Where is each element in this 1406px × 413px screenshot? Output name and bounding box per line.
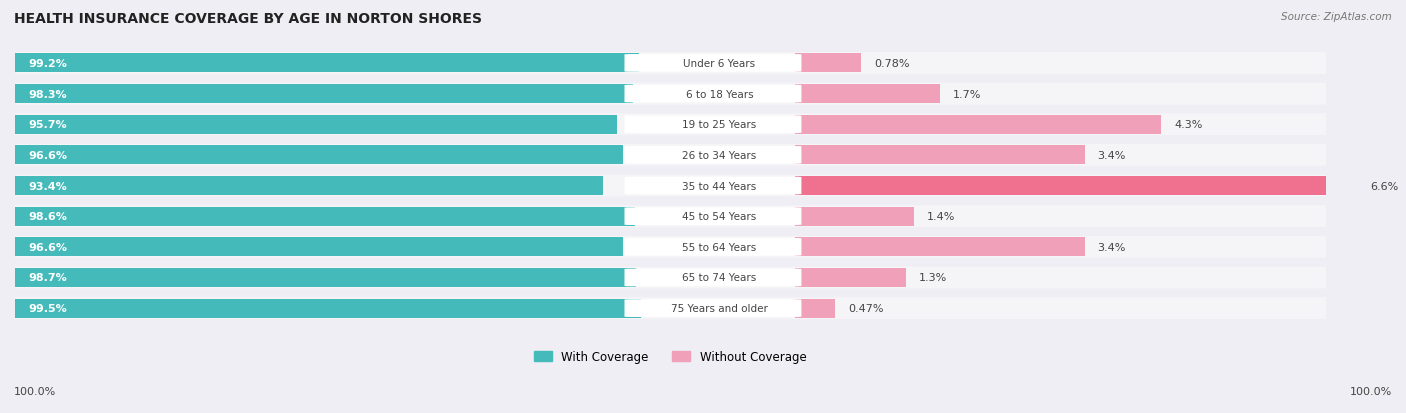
FancyBboxPatch shape [624,208,801,225]
FancyBboxPatch shape [0,145,1346,166]
Text: 98.6%: 98.6% [28,211,67,222]
Text: 3.4%: 3.4% [1098,242,1126,252]
FancyBboxPatch shape [0,206,1346,228]
Bar [794,238,1084,257]
Bar [794,115,1161,134]
Text: 99.5%: 99.5% [28,304,67,313]
Text: 6.6%: 6.6% [1371,181,1399,191]
FancyBboxPatch shape [624,177,801,195]
Legend: With Coverage, Without Coverage: With Coverage, Without Coverage [530,346,811,368]
Bar [15,207,636,226]
FancyBboxPatch shape [624,269,801,287]
Bar [15,115,617,134]
Bar [794,177,1357,195]
Bar [794,146,1084,165]
FancyBboxPatch shape [624,299,801,317]
Text: 96.6%: 96.6% [28,150,67,161]
Bar [794,299,835,318]
FancyBboxPatch shape [624,116,801,134]
FancyBboxPatch shape [0,53,1346,75]
Bar [15,177,603,195]
Text: 1.7%: 1.7% [953,89,981,99]
Text: HEALTH INSURANCE COVERAGE BY AGE IN NORTON SHORES: HEALTH INSURANCE COVERAGE BY AGE IN NORT… [14,12,482,26]
Text: 3.4%: 3.4% [1098,150,1126,161]
FancyBboxPatch shape [0,297,1346,319]
Text: 0.47%: 0.47% [848,304,883,313]
FancyBboxPatch shape [0,175,1346,197]
Text: 98.7%: 98.7% [28,273,67,283]
Text: 96.6%: 96.6% [28,242,67,252]
FancyBboxPatch shape [0,236,1346,258]
Text: 100.0%: 100.0% [14,387,56,396]
Text: 6 to 18 Years: 6 to 18 Years [686,89,754,99]
Text: 75 Years and older: 75 Years and older [671,304,768,313]
Text: 65 to 74 Years: 65 to 74 Years [682,273,756,283]
Text: Under 6 Years: Under 6 Years [683,59,755,69]
FancyBboxPatch shape [0,267,1346,289]
Text: Source: ZipAtlas.com: Source: ZipAtlas.com [1281,12,1392,22]
FancyBboxPatch shape [624,55,801,73]
Text: 98.3%: 98.3% [28,89,66,99]
Bar [794,85,939,104]
FancyBboxPatch shape [0,83,1346,105]
Text: 4.3%: 4.3% [1174,120,1202,130]
Text: 35 to 44 Years: 35 to 44 Years [682,181,756,191]
Text: 55 to 64 Years: 55 to 64 Years [682,242,756,252]
Bar [15,268,636,287]
Text: 100.0%: 100.0% [1350,387,1392,396]
FancyBboxPatch shape [0,114,1346,136]
Text: 1.4%: 1.4% [927,211,956,222]
Text: 95.7%: 95.7% [28,120,66,130]
Bar [15,238,623,257]
Bar [794,268,905,287]
Text: 0.78%: 0.78% [875,59,910,69]
Bar [15,85,634,104]
Bar [794,54,862,73]
Text: 45 to 54 Years: 45 to 54 Years [682,211,756,222]
Text: 1.3%: 1.3% [918,273,948,283]
FancyBboxPatch shape [624,238,801,256]
FancyBboxPatch shape [624,85,801,103]
Bar [15,299,641,318]
Text: 93.4%: 93.4% [28,181,67,191]
Bar [794,207,914,226]
FancyBboxPatch shape [624,147,801,164]
Text: 99.2%: 99.2% [28,59,67,69]
Bar [15,146,623,165]
Text: 26 to 34 Years: 26 to 34 Years [682,150,756,161]
Text: 19 to 25 Years: 19 to 25 Years [682,120,756,130]
Bar [15,54,640,73]
